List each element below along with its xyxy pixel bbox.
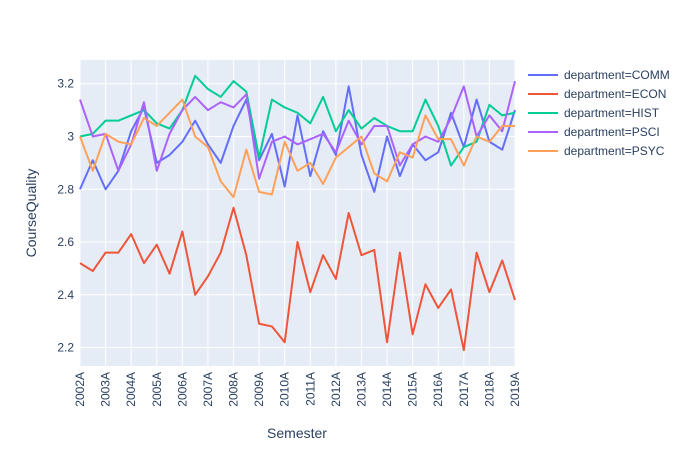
x-tick-label: 2011A [303,372,317,406]
x-tick-label: 2009A [252,372,266,407]
x-tick-label: 2010A [278,372,292,407]
x-axis-title: Semester [267,425,327,441]
legend-label: department=HIST [564,106,660,120]
y-tick-label: 2.6 [57,235,74,249]
series-line-psyc [79,98,515,199]
x-tick-label: 2018A [482,372,496,407]
legend-item[interactable]: department=PSYC [528,144,665,158]
x-tick-labels: 2002A 2003A 2004A 2005A 2006A 2007A 2008A 2009A… [73,372,522,407]
legend-item[interactable]: department=HIST [528,106,660,120]
x-tick-label: 2006A [175,372,189,407]
legend-label: department=PSYC [564,144,665,158]
series-line-psci [79,80,516,180]
legend-item[interactable]: department=PSCI [528,125,660,139]
y-tick-label: 2.2 [57,341,74,355]
legend-label: department=PSCI [564,125,660,139]
series-line-econ [79,206,516,352]
y-tick-label: 2.8 [57,182,74,196]
x-tick-label: 2016A [431,372,445,407]
x-tick-label: 2015A [406,372,420,407]
legend: department=COMM department=ECON department… [528,68,670,158]
series-lines [79,74,516,352]
x-tick-label: 2013A [354,372,368,407]
y-tick-label: 2.4 [57,288,74,302]
x-gridlines [79,60,516,366]
y-tick-label: 3 [67,130,74,144]
y-tick-label: 3.2 [57,77,74,91]
legend-label: department=ECON [564,87,666,101]
x-tick-label: 2008A [227,372,241,407]
y-axis-title: CourseQuality [23,169,39,258]
y-tick-labels: 2.2 2.4 2.6 2.8 3 3.2 [57,77,74,355]
x-tick-label: 2019A [508,372,522,407]
x-tick-label: 2012A [329,372,343,407]
x-tick-label: 2002A [73,372,87,407]
x-tick-label: 2014A [380,372,394,407]
x-tick-label: 2017A [457,372,471,407]
plot-background [80,60,515,366]
legend-item[interactable]: department=COMM [528,68,670,82]
x-tick-label: 2003A [99,372,113,407]
x-tick-label: 2007A [201,372,215,407]
x-tick-label: 2004A [124,372,138,407]
x-tick-label: 2005A [150,372,164,407]
legend-item[interactable]: department=ECON [528,87,666,101]
legend-label: department=COMM [564,68,670,82]
